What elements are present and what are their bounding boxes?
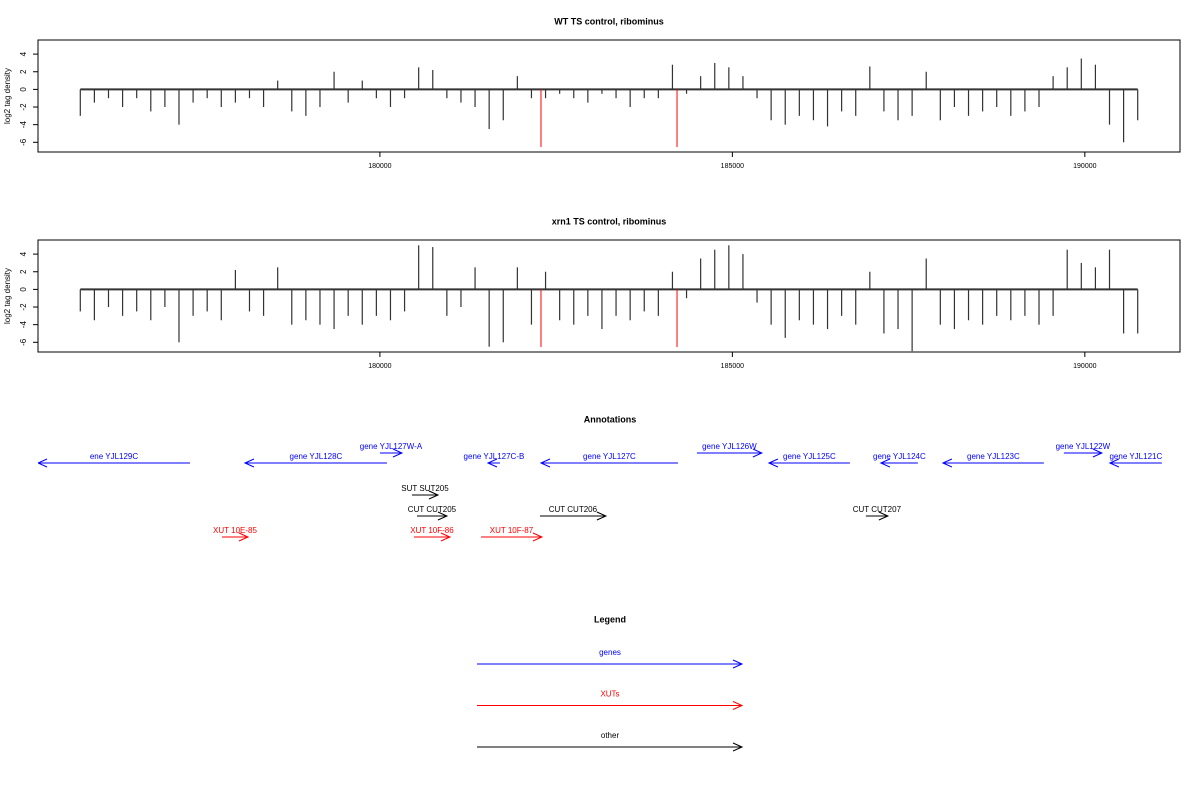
feature-arrow-head [879,458,891,468]
legend-label: genes [599,648,621,657]
feature: gene YJL126W [696,442,764,458]
feature: gene YJL128C [243,452,387,468]
feature: ene YJL129C [38,452,190,468]
feature: CUT CUT206 [539,505,608,521]
feature: XUT 10F-87 [480,526,544,542]
x-tick-label: 190000 [1073,363,1096,370]
feature-arrow-head [38,458,48,468]
feature-label: gene YJL127C [583,452,636,461]
y-axis-label: log2 tag density [3,68,12,124]
feature-label: gene YJL128C [290,452,343,461]
feature-label: gene YJL126W [702,442,757,451]
feature-label: XUT 10F-86 [410,526,454,535]
feature-label: SUT SUT205 [401,484,449,493]
feature: gene YJL121C [1108,452,1162,468]
feature-label: gene YJL125C [783,452,836,461]
feature-arrow-head [539,458,551,468]
feature-arrow-head [238,532,250,542]
y-tick-label: -4 [19,321,28,329]
feature-arrow-head [878,511,890,521]
x-tick-label: 185000 [721,363,744,370]
legend-arrow-head [732,659,744,669]
y-axis-label: log2 tag density [3,268,12,324]
y-tick-label: -2 [19,103,28,111]
legend-label: XUTs [600,690,619,699]
chart-title: xrn1 TS control, ribominus [552,216,667,226]
y-tick-label: 4 [19,251,28,256]
legend-title: Legend [594,614,626,624]
feature: gene YJL127C-B [464,452,525,468]
feature-label: gene YJL127W-A [360,442,423,451]
feature-arrow-head [486,458,498,468]
feature-arrow-head [767,458,779,468]
y-tick-label: -2 [19,303,28,311]
feature-arrow-head [532,532,544,542]
feature: CUT CUT205 [408,505,457,521]
feature-label: gene YJL124C [873,452,926,461]
feature-label: XUT 10E-85 [213,526,257,535]
feature-arrow-head [1092,448,1104,458]
feature: XUT 10F-86 [410,526,454,542]
feature-label: ene YJL129C [90,452,139,461]
feature-label: CUT CUT205 [408,505,457,514]
annotations-title: Annotations [584,414,637,424]
x-tick-label: 180000 [368,363,391,370]
feature-label: gene YJL122W [1056,442,1111,451]
y-tick-label: 2 [19,69,28,74]
feature: CUT CUT207 [853,505,902,521]
feature: gene YJL127C [539,452,678,468]
feature: SUT SUT205 [401,484,449,500]
feature-label: CUT CUT206 [549,505,598,514]
y-tick-label: -6 [19,138,28,146]
legend-arrow-head [732,742,744,752]
feature: gene YJL124C [873,452,926,468]
feature-arrow-head [1108,458,1120,468]
chart-title: WT TS control, ribominus [554,16,664,26]
feature-label: gene YJL127C-B [464,452,525,461]
feature-arrow-head [941,458,953,468]
legend-arrow-head [732,701,744,710]
y-tick-label: 4 [19,51,28,56]
annotation-track: ene YJL129C gene YJL128C gene YJL127W-A gen… [38,442,1162,542]
feature-arrow-head [392,448,404,458]
plot-frame [37,239,1181,353]
x-tick-label: 190000 [1073,163,1096,170]
feature-label: CUT CUT207 [853,505,902,514]
feature-arrow-head [752,448,764,458]
x-tick-label: 180000 [368,163,391,170]
feature-label: XUT 10F-87 [490,526,534,535]
plot-frame [37,39,1181,153]
feature: gene YJL125C [767,452,850,468]
y-tick-label: -4 [19,121,28,129]
y-tick-label: 0 [19,287,28,292]
feature: gene YJL123C [941,452,1044,468]
legend-label: other [601,731,620,740]
feature: gene YJL127W-A [360,442,423,458]
x-tick-label: 185000 [721,163,744,170]
feature-arrow-head [243,458,255,468]
feature-arrow-head [440,532,452,542]
feature: XUT 10E-85 [213,526,257,542]
feature-arrow-head [428,490,440,500]
y-tick-label: -6 [19,338,28,346]
feature-arrow-head [437,511,449,521]
feature: gene YJL122W [1056,442,1111,458]
feature-label: gene YJL121C [1109,452,1162,461]
y-tick-label: 0 [19,87,28,92]
feature-label: gene YJL123C [967,452,1020,461]
feature-arrow-head [596,511,608,521]
y-tick-label: 2 [19,269,28,274]
